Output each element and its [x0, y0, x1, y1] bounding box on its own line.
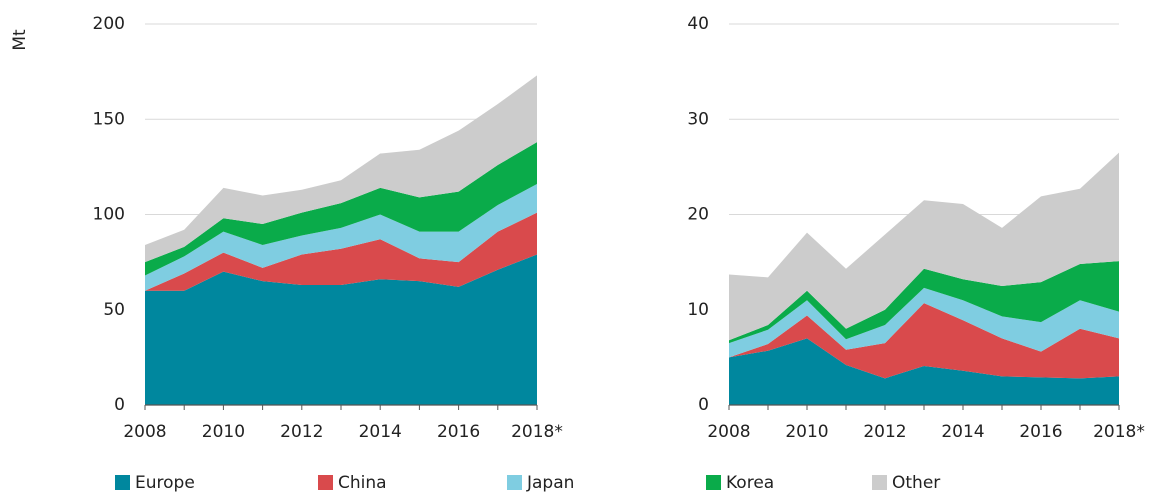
x-tick-label: 2010 — [785, 422, 828, 442]
y-tick-label: 30 — [687, 109, 709, 129]
y-tick-label: 40 — [687, 14, 709, 34]
area — [145, 142, 537, 276]
area — [729, 287, 1119, 358]
area — [145, 75, 537, 263]
area — [145, 212, 537, 291]
legend-label: Japan — [526, 473, 574, 492]
area — [145, 184, 537, 291]
y-tick-label: 0 — [698, 395, 709, 415]
x-tick-label: 2016 — [437, 422, 480, 442]
area — [729, 338, 1119, 405]
legend-swatch — [706, 475, 721, 490]
legend-label: China — [338, 473, 387, 492]
x-tick-label: 2008 — [707, 422, 750, 442]
y-tick-label: 0 — [114, 395, 125, 415]
legend-label: Other — [892, 473, 940, 492]
y-tick-label: 200 — [93, 14, 125, 34]
x-tick-label: 2018* — [511, 422, 563, 442]
y-tick-label: 100 — [93, 205, 125, 225]
x-tick-label: 2014 — [941, 422, 984, 442]
legend-label: Korea — [726, 473, 774, 492]
y-tick-label: 20 — [687, 205, 709, 225]
area — [729, 303, 1119, 379]
x-tick-label: 2018* — [1093, 422, 1145, 442]
x-tick-label: 2012 — [863, 422, 906, 442]
legend-label: Europe — [135, 473, 195, 492]
x-tick-label: 2016 — [1019, 422, 1062, 442]
area — [145, 254, 537, 405]
x-tick-label: 2014 — [359, 422, 402, 442]
y-tick-label: 10 — [687, 300, 709, 320]
legend-swatch — [115, 475, 130, 490]
area — [729, 261, 1119, 344]
y-axis-label: Mt — [10, 29, 30, 51]
legend-swatch — [318, 475, 333, 490]
y-tick-label: 150 — [93, 109, 125, 129]
legend-swatch — [872, 475, 887, 490]
area — [729, 152, 1119, 341]
x-tick-label: 2008 — [123, 422, 166, 442]
x-tick-label: 2012 — [280, 422, 323, 442]
x-tick-label: 2010 — [202, 422, 245, 442]
legend-swatch — [507, 475, 522, 490]
y-tick-label: 50 — [103, 300, 125, 320]
